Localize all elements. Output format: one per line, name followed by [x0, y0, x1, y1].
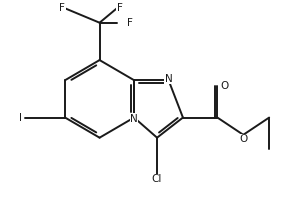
Text: O: O	[220, 81, 229, 91]
Text: N: N	[130, 114, 138, 124]
Text: N: N	[165, 74, 173, 84]
Text: F: F	[127, 18, 133, 28]
Text: Cl: Cl	[152, 174, 162, 184]
Text: F: F	[59, 3, 65, 13]
Text: F: F	[117, 3, 123, 13]
Text: I: I	[19, 113, 22, 123]
Text: O: O	[239, 134, 248, 144]
